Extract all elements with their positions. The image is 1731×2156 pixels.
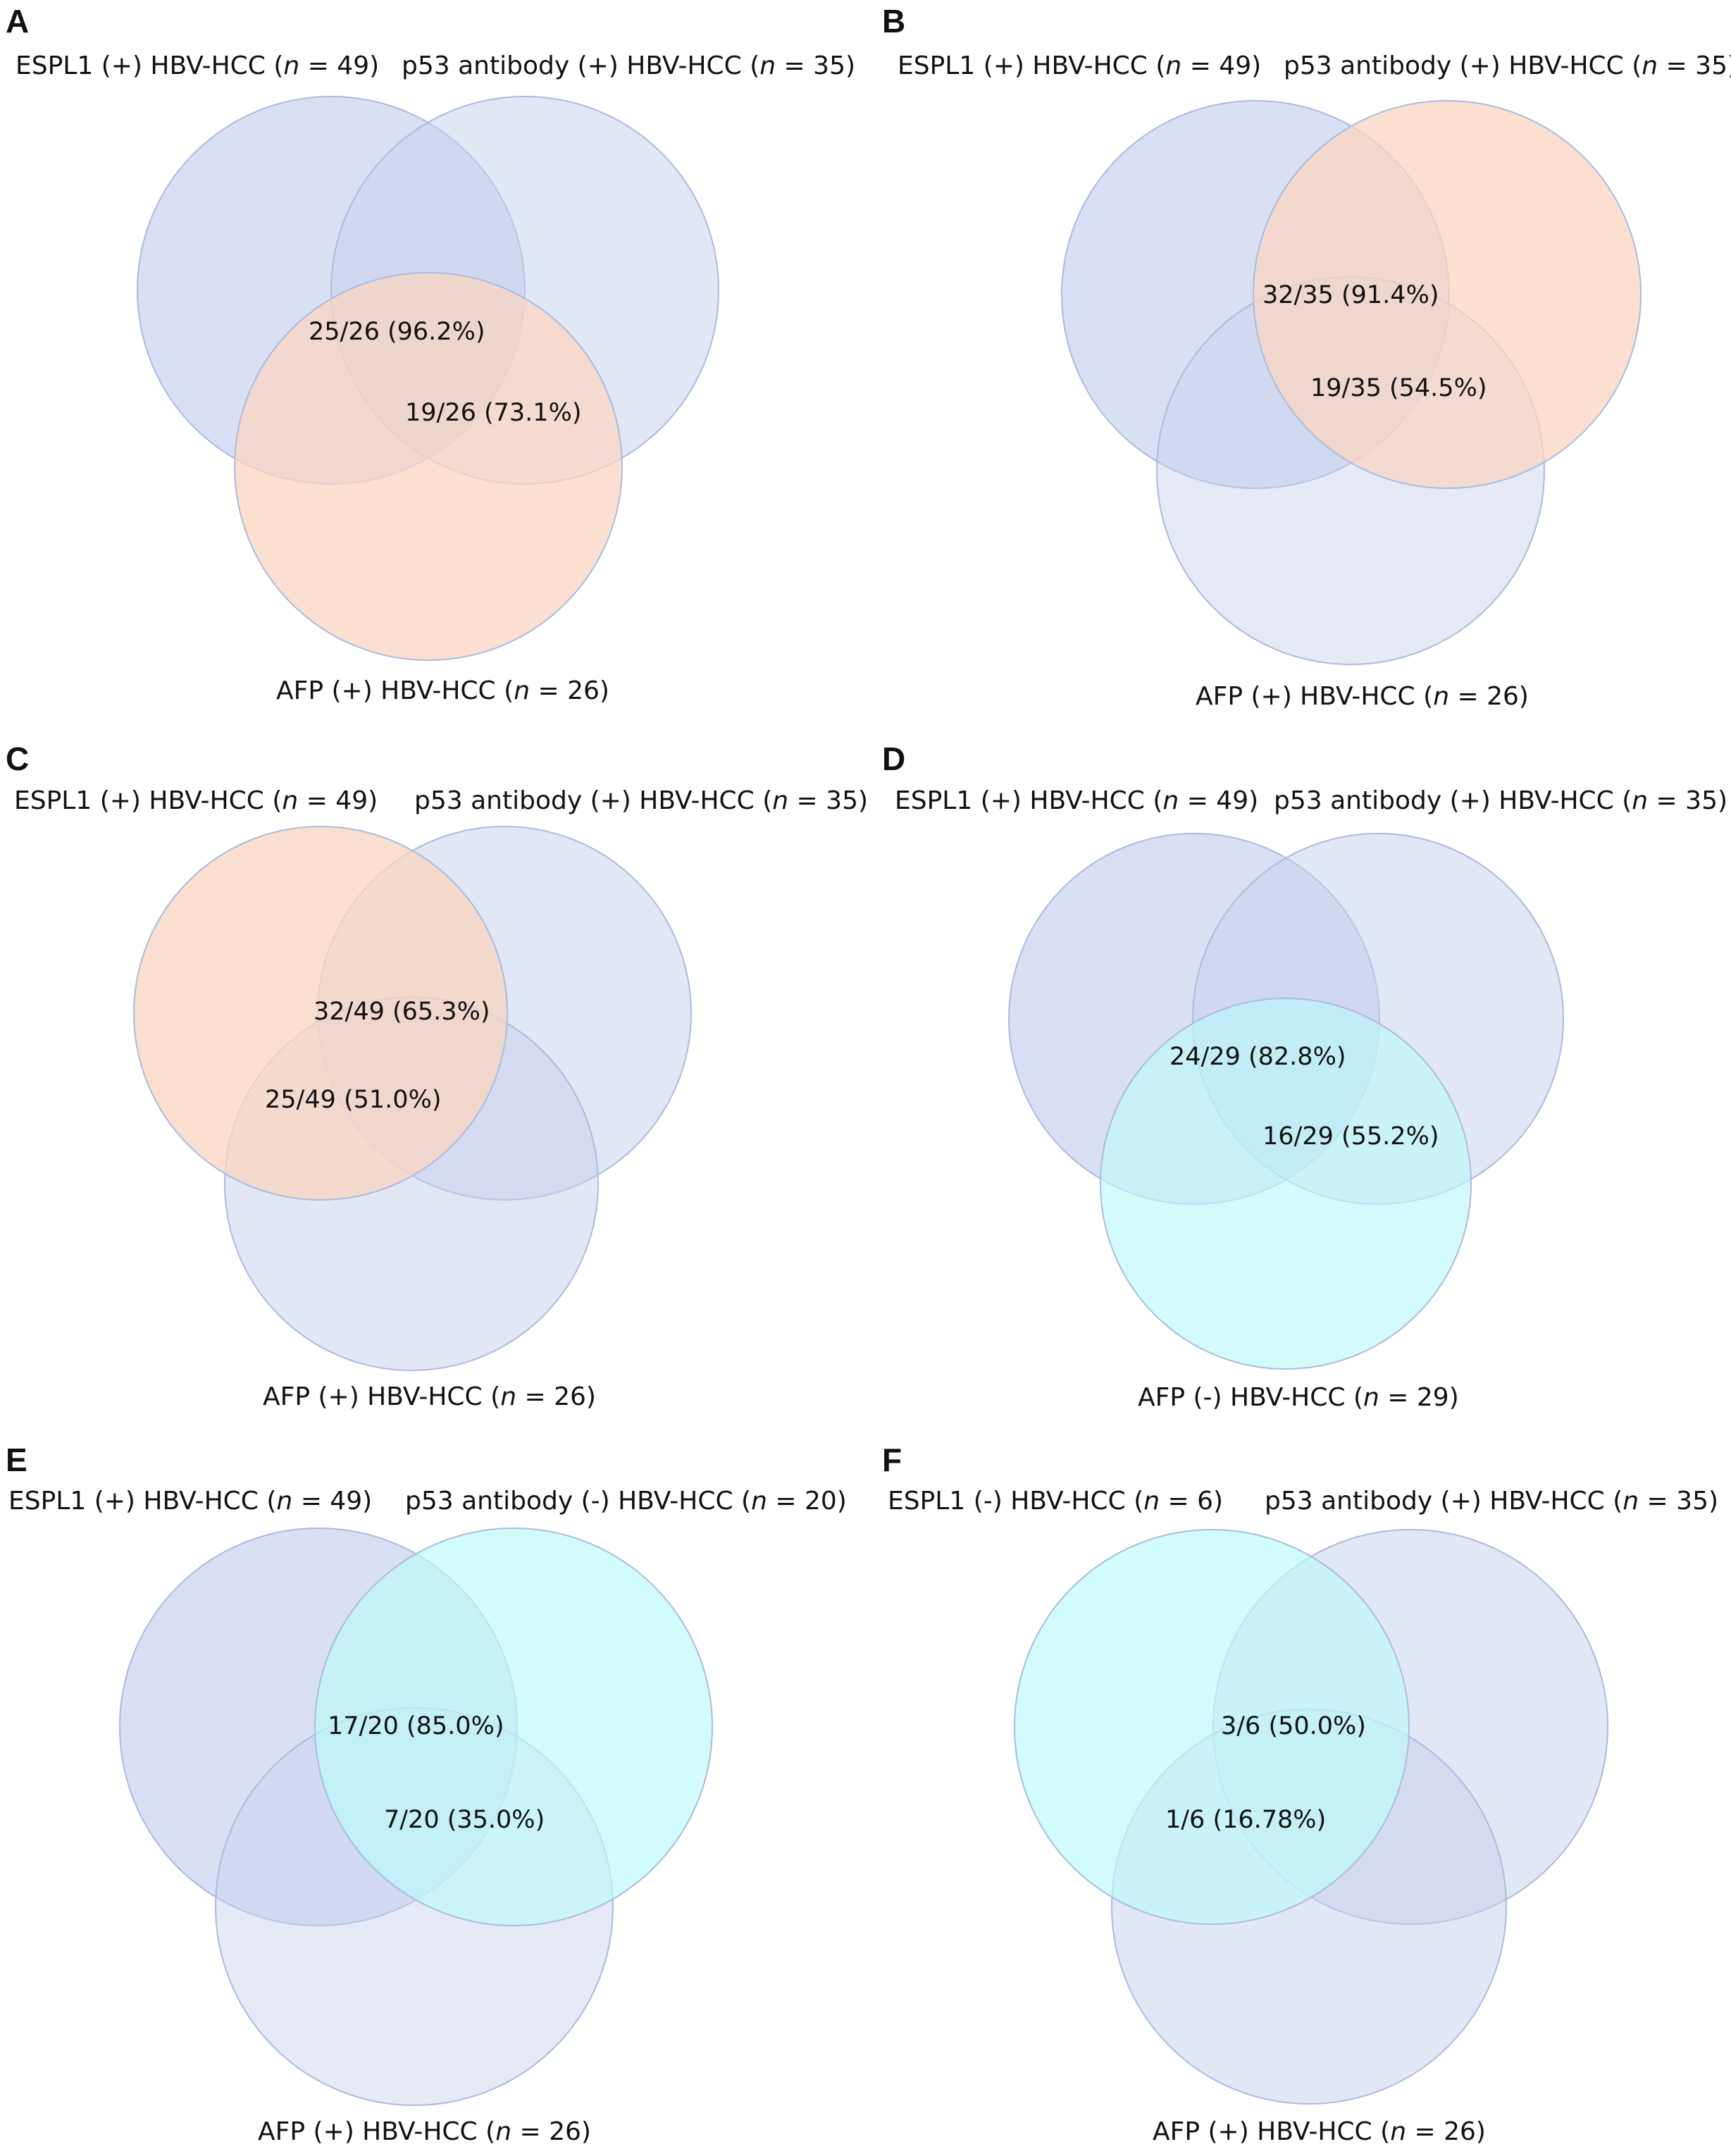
overlap-lower-label: 25/49 (51.0%) — [265, 1086, 442, 1114]
espl1-circle — [133, 826, 508, 1201]
panel-letter: B — [882, 3, 905, 39]
panel-letter: E — [6, 1442, 27, 1478]
overlap-lower-label: 7/20 (35.0%) — [384, 1806, 545, 1834]
espl1-set-label: ESPL1 (+) HBV-HCC (n = 49) — [14, 786, 378, 815]
espl1-set-label: ESPL1 (+) HBV-HCC (n = 49) — [15, 51, 379, 80]
afp-set-label: AFP (+) HBV-HCC (n = 26) — [276, 676, 609, 705]
p53-antibody-set-label: p53 antibody (+) HBV-HCC (n = 35) — [414, 786, 868, 815]
afp-set-label: AFP (+) HBV-HCC (n = 26) — [1196, 682, 1529, 711]
afp-set-label: AFP (+) HBV-HCC (n = 26) — [1153, 2117, 1486, 2146]
overlap-upper-label: 17/20 (85.0%) — [328, 1712, 504, 1740]
panel-a: A ESPL1 (+) HBV-HCC (n = 49) p53 antibod… — [6, 3, 855, 705]
espl1-circle — [1014, 1529, 1410, 1925]
afp-set-label: AFP (-) HBV-HCC (n = 29) — [1138, 1383, 1459, 1412]
panel-c: C ESPL1 (+) HBV-HCC (n = 49) p53 antibod… — [6, 741, 868, 1411]
panel-letter: D — [882, 741, 905, 777]
afp-circle — [1100, 998, 1472, 1370]
p53-antibody-set-label: p53 antibody (-) HBV-HCC (n = 20) — [405, 1487, 847, 1516]
p53-antibody-set-label: p53 antibody (+) HBV-HCC (n = 35) — [1284, 51, 1731, 80]
panel-b: B ESPL1 (+) HBV-HCC (n = 49) p53 antibod… — [882, 3, 1731, 711]
espl1-set-label: ESPL1 (-) HBV-HCC (n = 6) — [888, 1487, 1223, 1516]
afp-set-label: AFP (+) HBV-HCC (n = 26) — [263, 1382, 596, 1411]
panel-letter: F — [882, 1442, 902, 1478]
overlap-upper-label: 32/35 (91.4%) — [1262, 281, 1439, 309]
panel-d: D ESPL1 (+) HBV-HCC (n = 49) p53 antibod… — [882, 741, 1727, 1412]
overlap-upper-label: 25/26 (96.2%) — [309, 318, 485, 346]
p53-antibody-circle — [1253, 100, 1642, 489]
afp-set-label: AFP (+) HBV-HCC (n = 26) — [258, 2117, 591, 2146]
overlap-upper-label: 32/49 (65.3%) — [314, 998, 490, 1026]
espl1-set-label: ESPL1 (+) HBV-HCC (n = 49) — [898, 51, 1261, 80]
overlap-lower-label: 1/6 (16.78%) — [1165, 1806, 1326, 1834]
panel-letter: C — [6, 741, 29, 777]
p53-antibody-set-label: p53 antibody (+) HBV-HCC (n = 35) — [402, 51, 855, 80]
panel-f: F ESPL1 (-) HBV-HCC (n = 6) p53 antibody… — [882, 1442, 1718, 2146]
espl1-set-label: ESPL1 (+) HBV-HCC (n = 49) — [895, 786, 1258, 815]
overlap-lower-label: 16/29 (55.2%) — [1262, 1122, 1439, 1151]
p53-antibody-set-label: p53 antibody (+) HBV-HCC (n = 35) — [1265, 1487, 1718, 1516]
overlap-lower-label: 19/26 (73.1%) — [405, 399, 582, 427]
overlap-upper-label: 24/29 (82.8%) — [1169, 1043, 1346, 1071]
panel-letter: A — [6, 3, 29, 39]
afp-circle — [234, 272, 623, 661]
p53-antibody-set-label: p53 antibody (+) HBV-HCC (n = 35) — [1274, 786, 1727, 815]
panel-e: E ESPL1 (+) HBV-HCC (n = 49) p53 antibod… — [6, 1442, 847, 2146]
overlap-lower-label: 19/35 (54.5%) — [1310, 374, 1487, 402]
overlap-upper-label: 3/6 (50.0%) — [1221, 1712, 1366, 1740]
espl1-set-label: ESPL1 (+) HBV-HCC (n = 49) — [8, 1487, 372, 1516]
p53-antibody-circle — [314, 1528, 713, 1926]
